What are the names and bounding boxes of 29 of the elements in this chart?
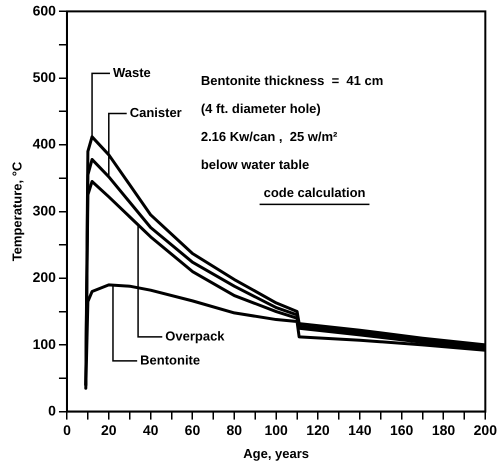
- x-tick-label: 40: [142, 422, 159, 438]
- x-tick-label: 80: [226, 422, 242, 438]
- x-tick-label: 100: [264, 422, 288, 438]
- x-tick-label: 20: [101, 422, 117, 438]
- annotation: 2.16 Kw/can , 25 w/m²: [200, 128, 338, 144]
- annotation: code calculation: [264, 184, 366, 200]
- x-tick-label: 200: [474, 422, 498, 438]
- x-tick-label: 60: [184, 422, 200, 438]
- annotation: Waste: [112, 65, 151, 80]
- annotation: Overpack: [165, 328, 226, 344]
- y-tick-label: 0: [48, 402, 56, 418]
- y-tick-label: 600: [32, 2, 56, 18]
- x-tick-label: 140: [348, 422, 372, 438]
- x-axis-title: Age, years: [243, 446, 310, 461]
- x-tick-label: 180: [432, 422, 456, 438]
- y-tick-label: 200: [32, 269, 56, 286]
- x-tick-label: 120: [306, 422, 330, 438]
- annotation: (4 ft. diameter hole): [200, 100, 321, 116]
- annotation: Canister: [130, 105, 182, 120]
- y-tick-label: 400: [32, 136, 56, 152]
- y-tick-label: 300: [32, 202, 56, 218]
- y-tick-label: 500: [32, 68, 56, 85]
- x-tick-label: 0: [63, 422, 72, 438]
- y-tick-label: 100: [32, 336, 56, 352]
- annotation: Bentonite thickness = 41 cm: [200, 72, 384, 88]
- y-axis-title: Temperature, °C: [9, 161, 24, 262]
- annotation: below water table: [200, 156, 310, 172]
- x-tick-label: 160: [390, 422, 414, 438]
- annotation: Bentonite: [140, 352, 200, 368]
